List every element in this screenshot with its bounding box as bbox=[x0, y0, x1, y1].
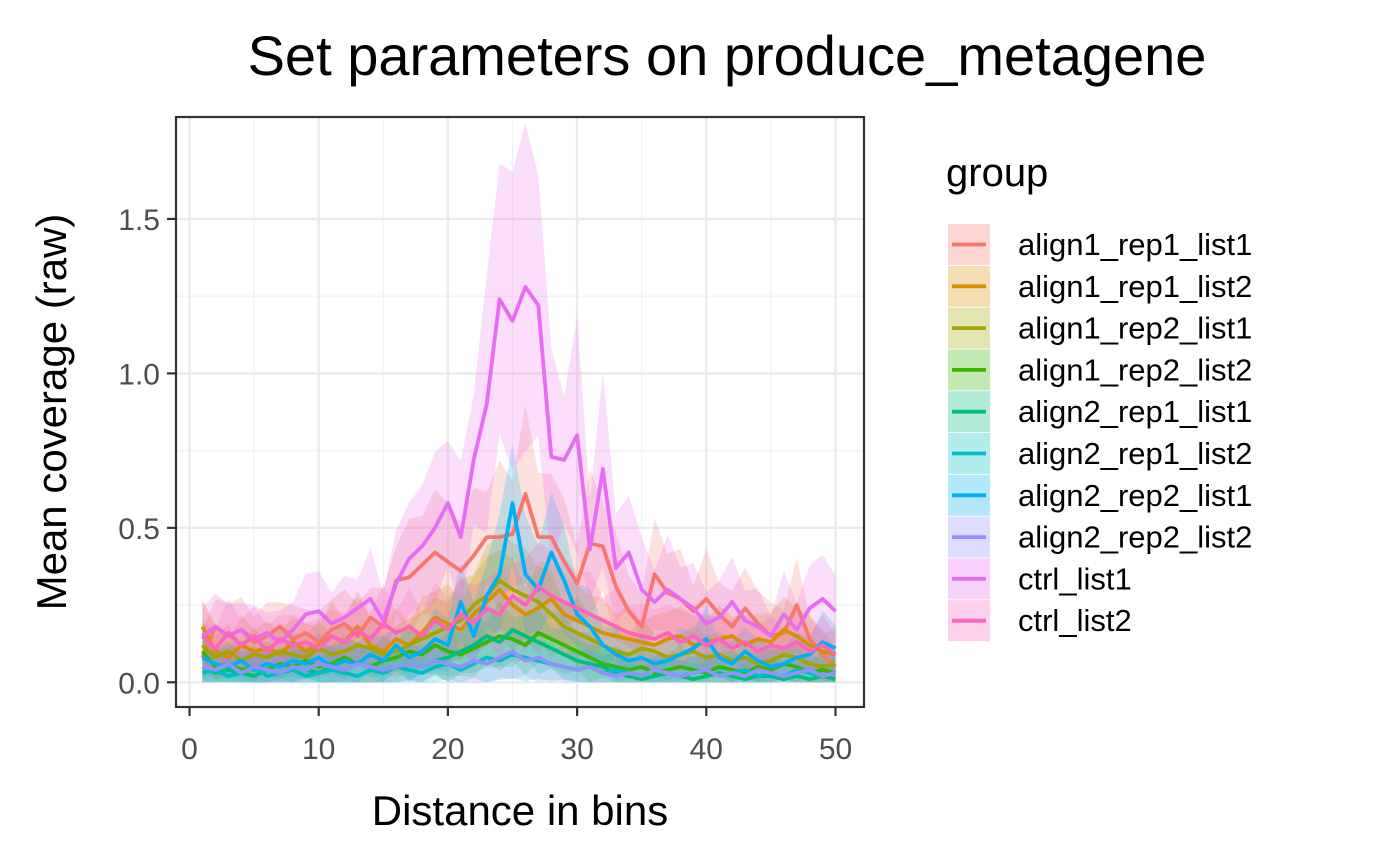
y-tick-label: 1.0 bbox=[118, 358, 160, 391]
legend-label: align1_rep1_list1 bbox=[1018, 227, 1252, 262]
line-align2_rep2_list2 bbox=[201, 649, 836, 678]
line-align1_rep2_list1 bbox=[201, 578, 836, 669]
ribbon-align2_rep2_list1 bbox=[202, 444, 836, 683]
y-axis-title: Mean coverage (raw) bbox=[28, 214, 75, 611]
line-layer bbox=[200, 284, 837, 682]
legend-item: align2_rep1_list1 bbox=[948, 391, 1252, 433]
x-axis-title: Distance in bins bbox=[372, 787, 668, 834]
legend-item: align2_rep1_list2 bbox=[948, 433, 1252, 474]
y-tick-label: 1.5 bbox=[118, 204, 160, 237]
line-ctrl_list2 bbox=[201, 584, 837, 657]
legend-title: group bbox=[946, 151, 1048, 195]
legend-item: align2_rep2_list1 bbox=[948, 474, 1252, 516]
legend-item: align2_rep2_list2 bbox=[948, 516, 1252, 558]
x-tick-label: 0 bbox=[181, 733, 198, 766]
legend-item: ctrl_list2 bbox=[948, 600, 1132, 642]
x-tick-label: 20 bbox=[431, 733, 464, 766]
legend-label: align1_rep2_list1 bbox=[1018, 311, 1252, 346]
line-ctrl_list1 bbox=[201, 284, 837, 644]
y-axis: 0.0 0.5 1.0 1.5 bbox=[118, 204, 176, 700]
legend-item: align1_rep2_list2 bbox=[948, 349, 1252, 391]
legend-label: align2_rep1_list1 bbox=[1018, 394, 1252, 429]
legend-label: ctrl_list1 bbox=[1018, 561, 1132, 596]
y-tick-label: 0.0 bbox=[118, 667, 160, 700]
x-axis: 0 10 20 30 40 50 bbox=[181, 707, 852, 766]
ribbon-ctrl_list1 bbox=[202, 122, 836, 674]
legend-label: align2_rep1_list2 bbox=[1018, 436, 1252, 471]
x-tick-label: 30 bbox=[560, 733, 593, 766]
line-align1_rep1_list1 bbox=[200, 491, 837, 669]
grid bbox=[176, 117, 864, 707]
line-align1_rep1_list2 bbox=[200, 587, 836, 660]
legend-label: align1_rep1_list2 bbox=[1018, 269, 1252, 304]
x-tick-label: 10 bbox=[302, 733, 335, 766]
legend-label: align2_rep2_list1 bbox=[1018, 478, 1252, 513]
legend-label: align1_rep2_list2 bbox=[1018, 352, 1252, 387]
legend-item: ctrl_list1 bbox=[948, 558, 1132, 600]
legend-item: align1_rep2_list1 bbox=[948, 307, 1252, 349]
legend: group align1_rep1_list1 align1_rep1_list2… bbox=[946, 151, 1252, 642]
plot-border bbox=[174, 115, 866, 709]
ribbon-align1_rep1_list2 bbox=[202, 549, 836, 682]
y-tick-label: 0.5 bbox=[118, 513, 160, 546]
chart-title: Set parameters on produce_metagene bbox=[248, 24, 1207, 87]
legend-label: ctrl_list2 bbox=[1018, 603, 1132, 638]
legend-item: align1_rep1_list2 bbox=[948, 265, 1252, 307]
legend-label: align2_rep2_list2 bbox=[1018, 520, 1252, 555]
x-tick-label: 40 bbox=[690, 733, 723, 766]
x-tick-label: 50 bbox=[819, 733, 852, 766]
line-align2_rep2_list1 bbox=[201, 501, 837, 672]
legend-item: align1_rep1_list1 bbox=[948, 224, 1252, 265]
